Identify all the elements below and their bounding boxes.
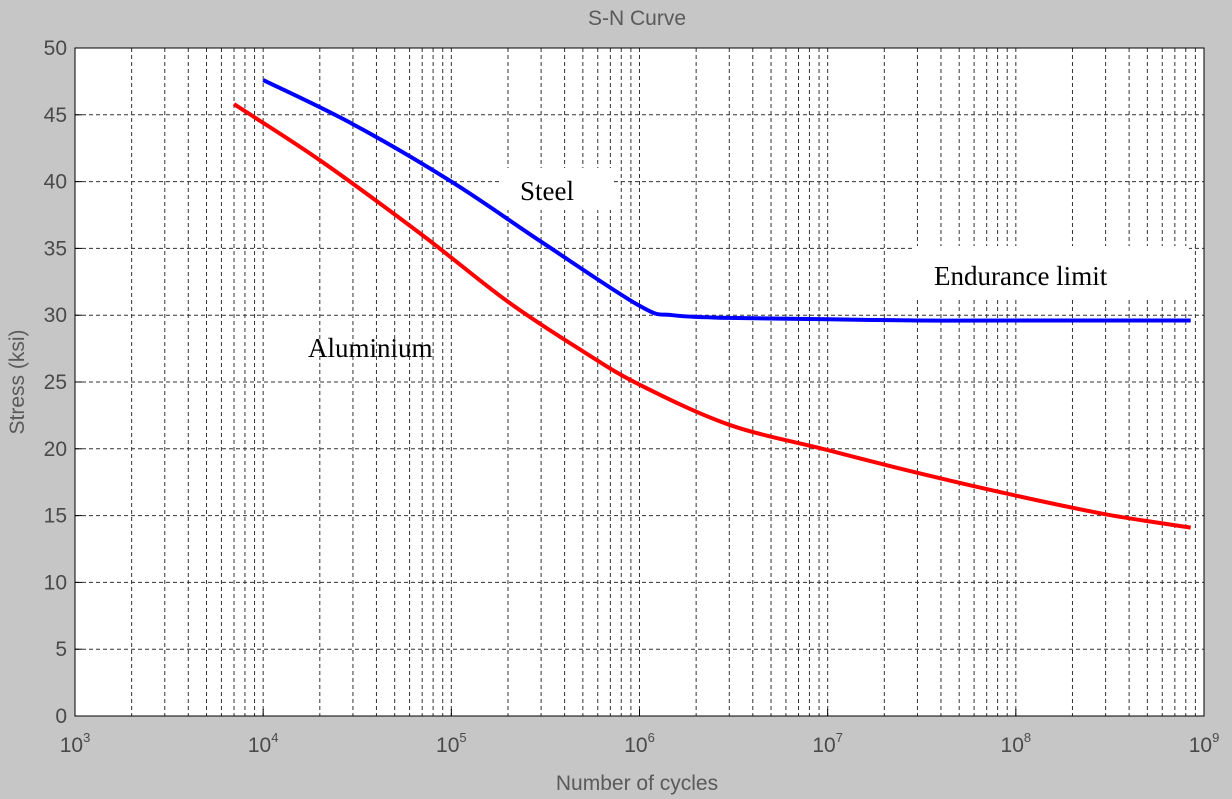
y-tick-label: 35 bbox=[44, 237, 67, 260]
y-tick-label: 5 bbox=[55, 638, 67, 661]
x-tick-label: 105 bbox=[436, 730, 467, 757]
annotation-endurance-limit: Endurance limit bbox=[934, 261, 1108, 291]
series-line-aluminium bbox=[232, 102, 1192, 530]
y-tick-label: 15 bbox=[44, 505, 67, 528]
x-tick-label: 107 bbox=[812, 730, 843, 757]
series-line-steel bbox=[262, 78, 1191, 323]
chart-title: S-N Curve bbox=[588, 7, 686, 30]
x-tick-label: 103 bbox=[60, 730, 91, 757]
tick-labels: 0 5 10 15 20 25 30 35 40 45 50 103 104 105 106 107 108 10… bbox=[44, 37, 1220, 757]
y-tick-label: 45 bbox=[44, 104, 67, 127]
y-tick-label: 50 bbox=[44, 37, 67, 60]
y-tick-label: 30 bbox=[44, 304, 67, 327]
x-tick-label: 106 bbox=[624, 730, 655, 757]
annotations: Steel Aluminium Endurance limit bbox=[308, 168, 1189, 363]
x-tick-label: 108 bbox=[1001, 730, 1032, 757]
x-tick-label: 104 bbox=[248, 730, 279, 757]
annotation-box bbox=[500, 168, 612, 210]
y-tick-label: 10 bbox=[44, 571, 67, 594]
series-layer bbox=[232, 78, 1192, 530]
annotation-steel: Steel bbox=[520, 176, 574, 206]
y-tick-label: 40 bbox=[44, 171, 67, 194]
y-axis-title: Stress (ksi) bbox=[6, 330, 29, 435]
annotation-aluminium: Aluminium bbox=[308, 333, 433, 363]
y-tick-label: 25 bbox=[44, 371, 67, 394]
x-tick-label: 109 bbox=[1189, 730, 1220, 757]
annotation-box bbox=[914, 246, 1189, 298]
y-tick-label: 0 bbox=[55, 705, 67, 728]
y-tick-label: 20 bbox=[44, 438, 67, 461]
x-axis-title: Number of cycles bbox=[556, 772, 718, 795]
